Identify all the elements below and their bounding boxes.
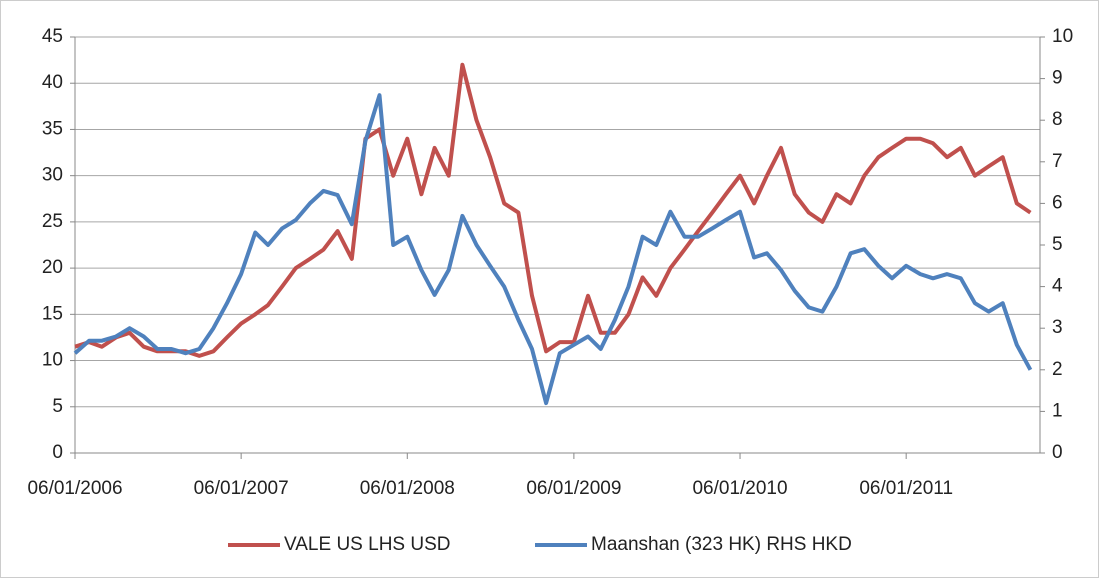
y2-tick-label: 4 — [1052, 276, 1063, 297]
x-tick-label: 06/01/2006 — [27, 478, 122, 499]
y2-tick-label: 7 — [1052, 151, 1063, 172]
legend-label: Maanshan (323 HK) RHS HKD — [591, 534, 852, 555]
x-tick-label: 06/01/2011 — [859, 478, 953, 499]
y-tick-label: 25 — [42, 211, 63, 232]
x-tick-label: 06/01/2010 — [692, 478, 787, 499]
x-tick-label: 06/01/2007 — [194, 478, 289, 499]
y2-tick-label: 6 — [1052, 192, 1063, 213]
y-tick-label: 15 — [42, 303, 63, 324]
y2-tick-label: 9 — [1052, 68, 1063, 89]
y-tick-label: 35 — [42, 118, 63, 139]
y-tick-label: 30 — [42, 165, 63, 186]
y2-tick-label: 8 — [1052, 109, 1063, 130]
x-tick-label: 06/01/2008 — [360, 478, 455, 499]
y-tick-label: 20 — [42, 257, 63, 278]
y2-tick-label: 5 — [1052, 234, 1063, 255]
x-tick-label: 06/01/2009 — [526, 478, 621, 499]
y2-tick-label: 3 — [1052, 317, 1063, 338]
y-tick-label: 5 — [52, 396, 63, 417]
y-tick-label: 0 — [52, 442, 63, 463]
series-line — [73, 93, 1033, 406]
y-tick-label: 45 — [42, 26, 63, 47]
series-line — [74, 62, 1032, 358]
y2-tick-label: 10 — [1052, 26, 1073, 47]
y2-tick-label: 1 — [1052, 400, 1063, 421]
y-tick-label: 10 — [42, 350, 63, 371]
y2-tick-label: 0 — [1052, 442, 1063, 463]
y2-tick-label: 2 — [1052, 359, 1063, 380]
y-tick-label: 40 — [42, 72, 63, 93]
legend-label: VALE US LHS USD — [284, 534, 450, 555]
